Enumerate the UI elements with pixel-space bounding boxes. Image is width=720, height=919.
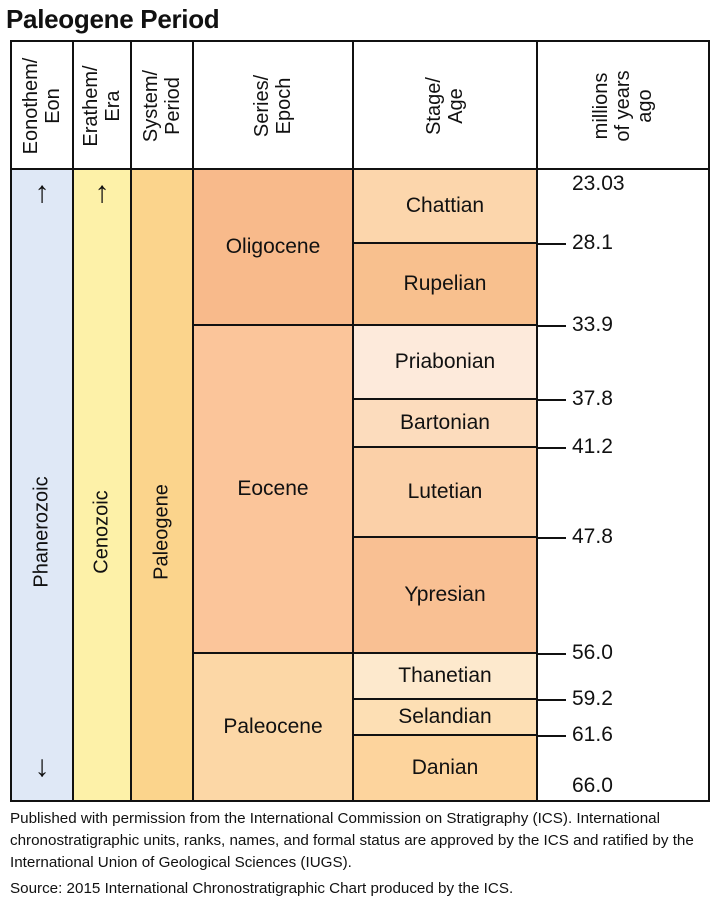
stage-label: Bartonian: [400, 411, 490, 434]
stage-label: Selandian: [398, 705, 492, 728]
stage-bartonian: Bartonian: [354, 400, 536, 448]
boundary-tick: [538, 399, 566, 401]
stage-label: Danian: [411, 756, 479, 779]
period-column: System/ Period Paleogene: [132, 42, 194, 800]
epoch-eocene: Eocene: [194, 326, 352, 654]
boundary-tick: [538, 699, 566, 701]
period-band: Paleogene: [132, 170, 192, 800]
stage-header: Stage/ Age: [423, 77, 467, 135]
age-label: 28.1: [572, 231, 613, 254]
stage-chattian: Chattian: [354, 170, 536, 244]
age-label: 56.0: [572, 641, 613, 664]
arrow-up-icon: ↑: [94, 176, 110, 209]
era-column: Erathem/ Era ↑ Cenozoic: [74, 42, 132, 800]
stage-rupelian: Rupelian: [354, 244, 536, 326]
stage-label: Rupelian: [403, 272, 487, 295]
boundary-tick: [538, 653, 566, 655]
boundary-tick: [538, 325, 566, 327]
age-label: 61.6: [572, 723, 613, 746]
stage-danian: Danian: [354, 736, 536, 800]
mya-header: millions of years ago: [590, 70, 656, 142]
boundary-tick: [538, 447, 566, 449]
stage-label: Lutetian: [407, 480, 483, 503]
epoch-paleocene: Paleocene: [194, 654, 352, 800]
stage-label: Priabonian: [394, 350, 496, 373]
stage-label: Thanetian: [398, 664, 492, 687]
stage-label: Chattian: [405, 194, 485, 217]
epoch-column: Series/ Epoch Oligocene Eocene Paleocene: [194, 42, 354, 800]
era-header: Erathem/ Era: [80, 65, 124, 147]
epoch-label: Eocene: [237, 477, 309, 500]
eon-header: Eonothem/ Eon: [20, 57, 64, 155]
epoch-header: Series/ Epoch: [251, 74, 295, 138]
stage-column: Stage/ Age Chattian Rupelian Priabonian Bar…: [354, 42, 538, 800]
stage-lutetian: Lutetian: [354, 448, 536, 538]
era-label: Cenozoic: [90, 490, 113, 574]
age-label: 23.03: [572, 172, 625, 195]
age-label: 33.9: [572, 313, 613, 336]
epoch-label: Paleocene: [223, 715, 323, 738]
boundary-tick: [538, 243, 566, 245]
age-column: millions of years ago 23.03 28.1 33.9 37.8 4…: [538, 42, 708, 800]
epoch-oligocene: Oligocene: [194, 170, 352, 326]
age-label: 59.2: [572, 687, 613, 710]
period-label: Paleogene: [150, 484, 173, 580]
footer: Published with permission from the Inter…: [10, 808, 714, 900]
stage-thanetian: Thanetian: [354, 654, 536, 700]
age-label: 66.0: [572, 774, 613, 797]
age-label: 47.8: [572, 525, 613, 548]
permission-note: Published with permission from the Inter…: [10, 810, 694, 871]
boundary-tick: [538, 735, 566, 737]
boundary-tick: [538, 537, 566, 539]
stage-selandian: Selandian: [354, 700, 536, 736]
stage-priabonian: Priabonian: [354, 326, 536, 400]
stratigraphic-chart: Eonothem/ Eon ↑ Phanerozoic ↓ Erathem/ E…: [10, 40, 710, 802]
eon-band: ↑ Phanerozoic ↓: [12, 170, 72, 800]
stage-label: Ypresian: [404, 583, 486, 606]
age-label: 41.2: [572, 435, 613, 458]
stage-ypresian: Ypresian: [354, 538, 536, 654]
arrow-down-icon: ↓: [34, 750, 50, 783]
eon-label: Phanerozoic: [30, 476, 53, 588]
page-title: Paleogene Period: [6, 4, 220, 34]
age-label: 37.8: [572, 387, 613, 410]
arrow-up-icon: ↑: [34, 176, 50, 209]
era-band: ↑ Cenozoic: [74, 170, 130, 800]
source-note: Source: 2015 International Chronostratig…: [10, 880, 514, 897]
period-header: System/ Period: [140, 69, 184, 143]
epoch-label: Oligocene: [225, 235, 321, 258]
eon-column: Eonothem/ Eon ↑ Phanerozoic ↓: [12, 42, 74, 800]
